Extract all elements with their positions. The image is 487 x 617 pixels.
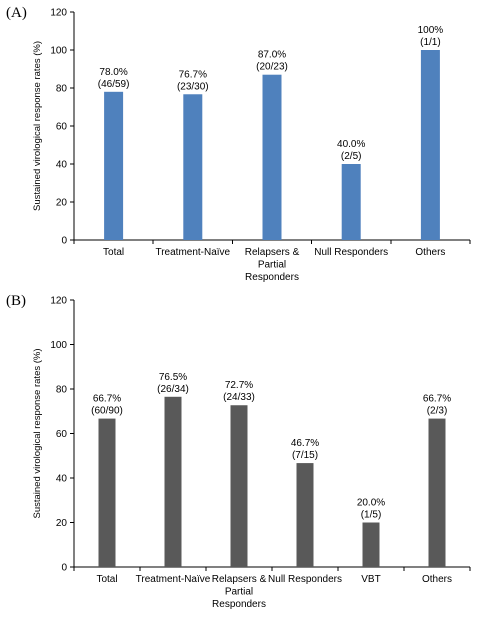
- bar: [164, 396, 182, 567]
- x-category-label: Partial: [258, 260, 286, 271]
- x-category-label: Null Responders: [314, 247, 388, 258]
- bar: [341, 164, 361, 240]
- bar: [296, 463, 314, 567]
- data-label-percent: 87.0%: [258, 50, 286, 61]
- bar: [104, 91, 124, 240]
- y-tick-label: 20: [56, 198, 68, 209]
- x-category-label: Responders: [212, 599, 266, 610]
- data-label-percent: 78.0%: [99, 67, 127, 78]
- data-label-percent: 100%: [418, 25, 444, 36]
- bar: [230, 405, 248, 567]
- data-label-percent: 66.7%: [93, 394, 121, 405]
- y-tick-label: 100: [50, 46, 67, 57]
- data-label-count: (2/5): [341, 151, 362, 162]
- x-category-label: Responders: [245, 272, 299, 283]
- y-tick-label: 100: [50, 340, 67, 351]
- bar: [183, 94, 203, 241]
- x-category-label: VBT: [361, 574, 380, 585]
- chart-panel-b: (B) 0 20 40 60 80 100 120 Sustained virological …: [6, 293, 471, 610]
- data-label-count: (7/15): [292, 450, 318, 461]
- data-label-count: (1/5): [361, 510, 382, 521]
- x-category-label: Partial: [225, 587, 253, 598]
- panel-label: (A): [6, 5, 27, 21]
- x-category-label: Others: [422, 574, 452, 585]
- data-label-percent: 40.0%: [337, 139, 365, 150]
- x-category-label: Others: [415, 247, 445, 258]
- data-label-count: (1/1): [420, 37, 441, 48]
- y-tick-label: 80: [56, 84, 68, 95]
- y-tick-label: 120: [50, 8, 67, 19]
- y-tick-label: 40: [56, 474, 68, 485]
- y-tick-label: 0: [61, 563, 67, 574]
- chart-panel-a: (A) 0 20 40 60 80 100 120 Sustained virological …: [6, 5, 471, 283]
- panel-label: (B): [6, 293, 26, 309]
- y-tick-label: 20: [56, 518, 68, 529]
- data-label-percent: 20.0%: [357, 498, 385, 509]
- x-category-label: Treatment-Naïve: [136, 574, 211, 585]
- data-label-count: (24/33): [223, 392, 255, 403]
- data-label-count: (60/90): [91, 406, 123, 417]
- y-tick-label: 60: [56, 429, 68, 440]
- data-label-percent: 76.7%: [179, 69, 207, 80]
- x-category-label: Null Responders: [268, 574, 342, 585]
- bar: [98, 418, 116, 567]
- x-category-label: Total: [103, 247, 124, 258]
- bar: [420, 50, 440, 240]
- y-axis-label: Sustained virological response rates (%): [32, 348, 43, 518]
- data-label-count: (46/59): [98, 79, 130, 90]
- y-tick-label: 80: [56, 385, 68, 396]
- x-category-label: Total: [96, 574, 117, 585]
- data-label-percent: 46.7%: [291, 438, 319, 449]
- bar: [362, 522, 380, 567]
- bar: [262, 74, 282, 240]
- data-label-count: (20/23): [256, 62, 288, 73]
- y-axis-label: Sustained virological response rates (%): [32, 41, 43, 211]
- x-category-label: Treatment-Naïve: [155, 247, 230, 258]
- bar: [428, 418, 446, 567]
- y-tick-label: 120: [50, 296, 67, 307]
- data-label-count: (26/34): [157, 384, 189, 395]
- data-label-percent: 76.5%: [159, 372, 187, 383]
- x-category-label: Relapsers &: [212, 574, 267, 585]
- data-label-count: (2/3): [427, 406, 448, 417]
- y-tick-label: 60: [56, 122, 68, 133]
- y-tick-label: 0: [61, 236, 67, 247]
- y-tick-label: 40: [56, 160, 68, 171]
- x-category-label: Relapsers &: [245, 247, 300, 258]
- data-label-count: (23/30): [177, 81, 209, 92]
- data-label-percent: 66.7%: [423, 394, 451, 405]
- data-label-percent: 72.7%: [225, 380, 253, 391]
